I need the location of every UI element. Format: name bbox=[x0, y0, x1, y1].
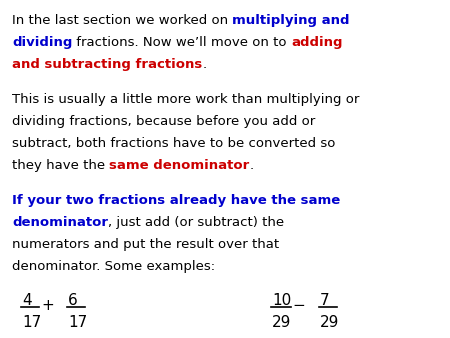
Text: .: . bbox=[202, 58, 207, 71]
Text: 29: 29 bbox=[320, 315, 339, 331]
Text: +: + bbox=[41, 298, 54, 313]
Text: In the last section we worked on: In the last section we worked on bbox=[12, 14, 232, 27]
Text: 7: 7 bbox=[320, 293, 329, 308]
Text: 4: 4 bbox=[22, 293, 32, 308]
Text: dividing: dividing bbox=[12, 36, 72, 49]
Text: same denominator: same denominator bbox=[109, 159, 250, 172]
Text: dividing fractions, because before you add or: dividing fractions, because before you a… bbox=[12, 115, 315, 128]
Text: If your two fractions already have the same: If your two fractions already have the s… bbox=[12, 194, 340, 208]
Text: and subtracting fractions: and subtracting fractions bbox=[12, 58, 202, 71]
Text: 6: 6 bbox=[68, 293, 78, 308]
Text: 17: 17 bbox=[22, 315, 41, 331]
Text: subtract, both fractions have to be converted so: subtract, both fractions have to be conv… bbox=[12, 137, 335, 150]
Text: .: . bbox=[250, 159, 254, 172]
Text: 29: 29 bbox=[272, 315, 292, 331]
Text: multiplying and: multiplying and bbox=[232, 14, 350, 27]
Text: numerators and put the result over that: numerators and put the result over that bbox=[12, 238, 279, 251]
Text: 17: 17 bbox=[68, 315, 87, 331]
Text: −: − bbox=[292, 298, 305, 313]
Text: fractions. Now we’ll move on to: fractions. Now we’ll move on to bbox=[72, 36, 291, 49]
Text: This is usually a little more work than multiplying or: This is usually a little more work than … bbox=[12, 93, 360, 106]
Text: denominator. Some examples:: denominator. Some examples: bbox=[12, 260, 215, 273]
Text: , just add (or subtract) the: , just add (or subtract) the bbox=[108, 216, 284, 230]
Text: they have the: they have the bbox=[12, 159, 109, 172]
Text: adding: adding bbox=[291, 36, 342, 49]
Text: denominator: denominator bbox=[12, 216, 108, 230]
Text: 10: 10 bbox=[272, 293, 291, 308]
